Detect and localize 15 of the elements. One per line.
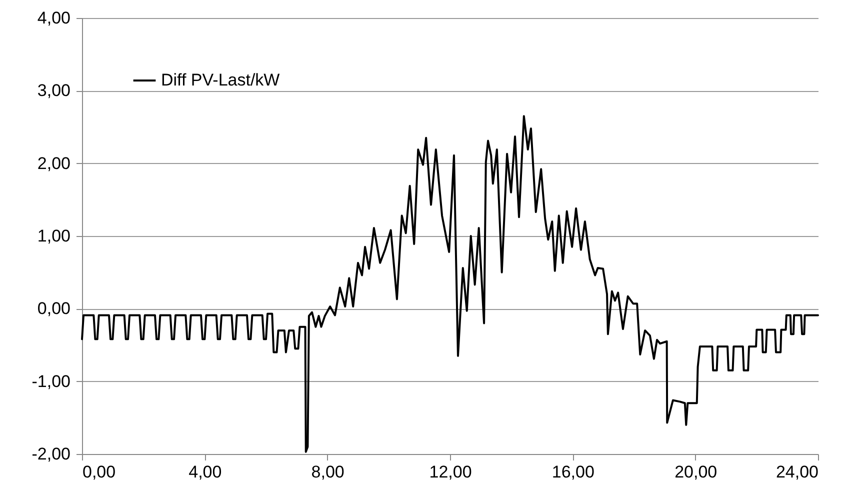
y-tick-label: -2,00 [32, 444, 70, 464]
x-tick-label: 12,00 [429, 462, 472, 482]
x-tick-label: 16,00 [552, 462, 594, 482]
y-tick-label: 1,00 [37, 226, 70, 246]
y-tick-label: 3,00 [37, 81, 70, 100]
x-tick-label: 8,00 [311, 462, 344, 482]
y-tick-label: 2,00 [37, 154, 70, 173]
x-tick-label: 0,00 [82, 462, 116, 482]
y-tick-label: 4,00 [37, 8, 70, 28]
y-tick-label: -1,00 [32, 372, 70, 391]
legend-label: Diff PV-Last/kW [161, 70, 280, 90]
y-tick-label: 0,00 [37, 299, 70, 318]
x-tick-label: 20,00 [674, 462, 718, 482]
x-tick-label: 24,00 [776, 462, 818, 482]
x-tick-label: 4,00 [188, 462, 222, 482]
